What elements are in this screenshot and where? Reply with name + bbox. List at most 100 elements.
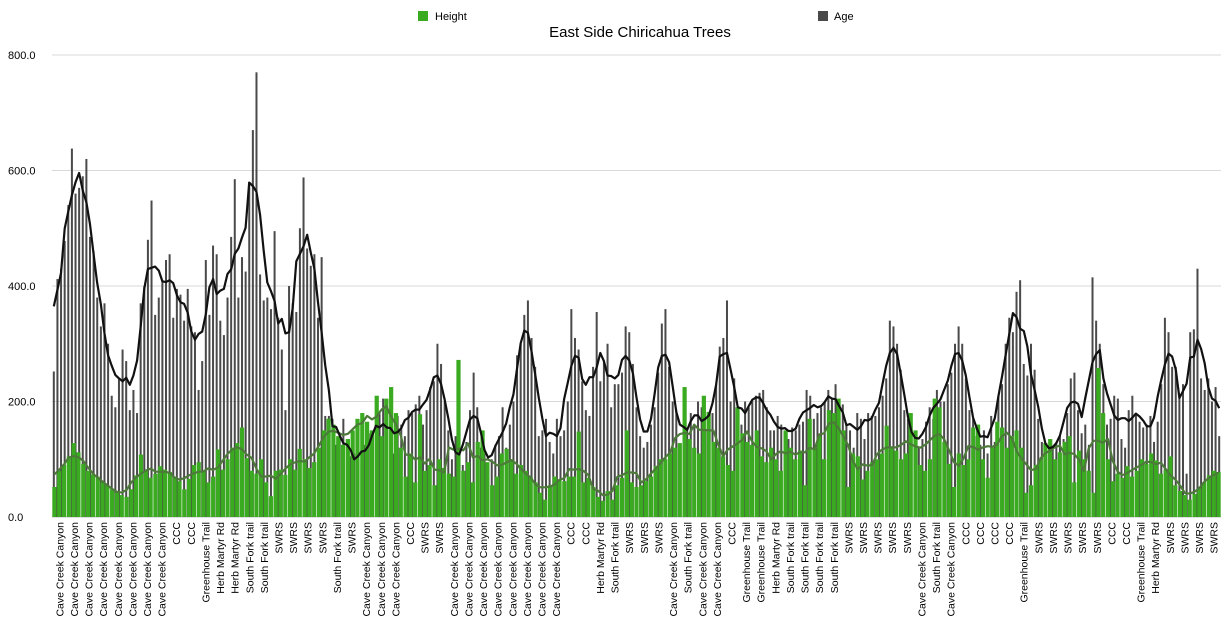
age-bar: [1127, 410, 1130, 517]
x-tick-label: Cave Creek Canyon: [537, 522, 549, 617]
x-tick-label: SWRS: [288, 522, 300, 554]
age-bar: [60, 268, 63, 517]
height-bar: [658, 459, 663, 517]
legend-label-height[interactable]: Height: [435, 11, 467, 23]
height-bar: [672, 447, 678, 517]
x-tick-label: Cave Creek Canyon: [84, 522, 96, 617]
age-bar: [957, 326, 960, 517]
age-bar: [157, 297, 160, 517]
height-bar: [557, 479, 562, 517]
age-bar: [845, 424, 848, 517]
height-bar: [538, 492, 543, 517]
age-bar: [222, 335, 225, 517]
height-bar: [268, 496, 273, 517]
height-bar: [307, 467, 312, 517]
height-bar: [966, 459, 971, 517]
height-bar: [172, 476, 177, 517]
height-bar: [754, 430, 759, 518]
x-tick-label: Cave Creek Canyon: [507, 522, 519, 617]
age-bar: [946, 384, 949, 517]
age-bar: [85, 158, 88, 517]
age-bar: [671, 401, 674, 517]
age-bar: [653, 407, 656, 517]
height-bar: [90, 474, 95, 517]
height-bar: [244, 458, 249, 517]
x-tick-label: Greenhouse Trail: [756, 522, 768, 603]
x-tick-label: SWRS: [317, 522, 329, 554]
x-tick-label: Cave Creek Canyon: [449, 522, 461, 617]
height-bar: [528, 476, 533, 517]
age-bar: [154, 314, 157, 518]
age-bar: [733, 378, 736, 517]
age-bar: [725, 300, 728, 517]
age-bar: [1004, 343, 1007, 517]
legend: Height Age: [418, 11, 854, 23]
height-bar: [711, 441, 716, 517]
age-bar: [317, 317, 320, 517]
x-tick-label: Cave Creek Canyon: [551, 522, 563, 617]
age-bar: [516, 355, 519, 517]
x-tick-label: Cave Creek Canyon: [69, 522, 81, 617]
height-bar: [1110, 481, 1115, 517]
height-bar: [81, 463, 86, 517]
height-bar: [326, 418, 331, 517]
age-bar: [1022, 363, 1025, 517]
x-tick-label: Herb Martyr Rd: [1150, 522, 1162, 594]
age-bar: [266, 297, 269, 517]
age-bar: [849, 430, 852, 518]
age-bar: [595, 311, 598, 517]
height-bar: [1149, 453, 1154, 517]
height-bar: [1009, 436, 1014, 517]
height-bar: [1052, 459, 1058, 517]
height-bar: [1000, 427, 1005, 517]
height-bar: [451, 476, 456, 517]
age-bar: [1026, 375, 1029, 517]
age-bar: [320, 257, 323, 518]
age-bar: [950, 372, 953, 518]
age-bar: [110, 395, 113, 517]
height-bar: [629, 482, 634, 517]
legend-label-age[interactable]: Age: [834, 11, 854, 23]
age-bar: [624, 326, 627, 517]
height-bar: [826, 410, 832, 517]
height-bar: [162, 469, 168, 517]
height-bar: [1125, 466, 1130, 517]
x-tick-label: SWRS: [653, 522, 665, 554]
age-bar: [1033, 369, 1036, 517]
x-tick-label: Herb Martyr Rd: [215, 522, 227, 594]
height-bar: [514, 473, 519, 517]
age-bar: [273, 231, 276, 517]
height-bar: [1163, 469, 1168, 517]
x-tick-label: SWRS: [1063, 522, 1075, 554]
age-bar: [534, 366, 537, 517]
age-bar: [555, 418, 558, 517]
y-tick-label: 200.0: [8, 397, 36, 409]
height-bar: [393, 413, 399, 517]
age-bar: [649, 424, 652, 517]
x-tick-label: CCC: [171, 522, 183, 545]
age-bar: [646, 441, 649, 517]
x-tick-label: Cave Creek Canyon: [712, 522, 724, 617]
height-bar: [129, 489, 134, 517]
height-bar: [1216, 471, 1221, 517]
height-bar: [923, 470, 928, 517]
x-tick-label: South Fork trail: [785, 522, 797, 593]
height-bar: [980, 459, 985, 517]
height-bar: [749, 444, 755, 517]
height-bar: [663, 459, 668, 517]
age-bar: [541, 430, 544, 518]
x-tick-label: Cave Creek Canyon: [361, 522, 373, 617]
height-bar: [466, 462, 471, 517]
age-bar: [121, 349, 124, 517]
age-bar: [70, 148, 73, 517]
height-bar: [552, 476, 557, 517]
age-bar: [81, 176, 84, 517]
height-bar: [937, 407, 942, 517]
height-bar: [639, 485, 644, 517]
height-bar: [942, 441, 947, 517]
age-bar: [96, 297, 99, 517]
age-bar: [631, 363, 634, 517]
height-bar: [427, 465, 432, 517]
age-bar: [613, 384, 616, 517]
height-bar: [735, 407, 740, 517]
